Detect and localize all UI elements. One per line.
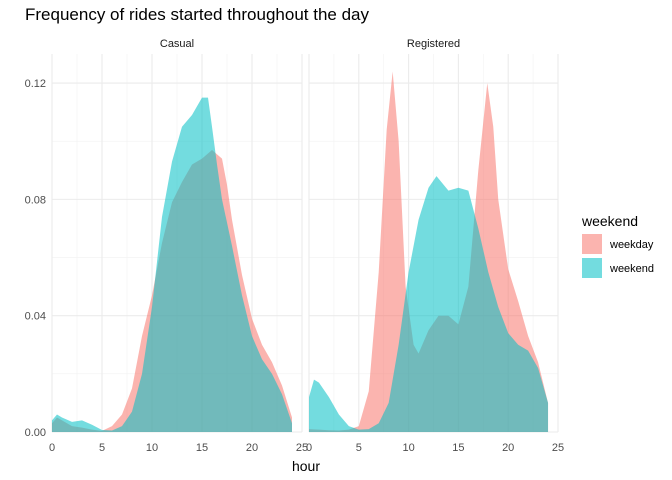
x-tick-label: 20: [246, 442, 258, 454]
legend-title: weekend: [581, 213, 638, 229]
x-tick-label: 0: [49, 442, 55, 454]
facet-panels: Casual Registered: [51, 38, 559, 433]
legend-key-weekend: [582, 258, 602, 278]
density-area-casual-weekend: [52, 97, 292, 433]
x-tick-label: 15: [452, 442, 464, 454]
chart-title: Frequency of rides started throughout th…: [25, 5, 369, 24]
x-tick-label: 5: [99, 442, 105, 454]
legend-label-weekend: weekend: [609, 263, 654, 275]
legend-key-weekday: [582, 234, 602, 254]
strip-label-casual: Casual: [160, 38, 194, 50]
x-tick-label: 0: [306, 442, 312, 454]
x-tick-label: 25: [552, 442, 564, 454]
x-axis-title: hour: [292, 458, 320, 474]
x-tick-label: 25: [296, 442, 308, 454]
x-tick-label: 5: [356, 442, 362, 454]
x-tick-label: 15: [196, 442, 208, 454]
strip-label-registered: Registered: [407, 38, 460, 50]
x-tick-label: 10: [146, 442, 158, 454]
panel-registered: Registered: [308, 38, 559, 433]
y-tick-label: 0.04: [25, 311, 46, 323]
x-tick-label: 20: [502, 442, 514, 454]
y-tick-label: 0.12: [25, 78, 46, 90]
density-area-registered-weekend: [309, 176, 549, 432]
x-axis-ticks: 0 5 10 15 20 250 5 10 15 20 25: [49, 442, 564, 454]
legend-label-weekday: weekday: [609, 239, 654, 251]
panel-casual: Casual: [51, 38, 303, 433]
y-tick-label: 0.08: [25, 194, 46, 206]
legend: weekend weekday weekend: [581, 213, 654, 278]
y-axis-ticks: 0.00 0.04 0.08 0.12: [25, 78, 46, 439]
y-tick-label: 0.00: [25, 427, 46, 439]
x-tick-label: 10: [402, 442, 414, 454]
